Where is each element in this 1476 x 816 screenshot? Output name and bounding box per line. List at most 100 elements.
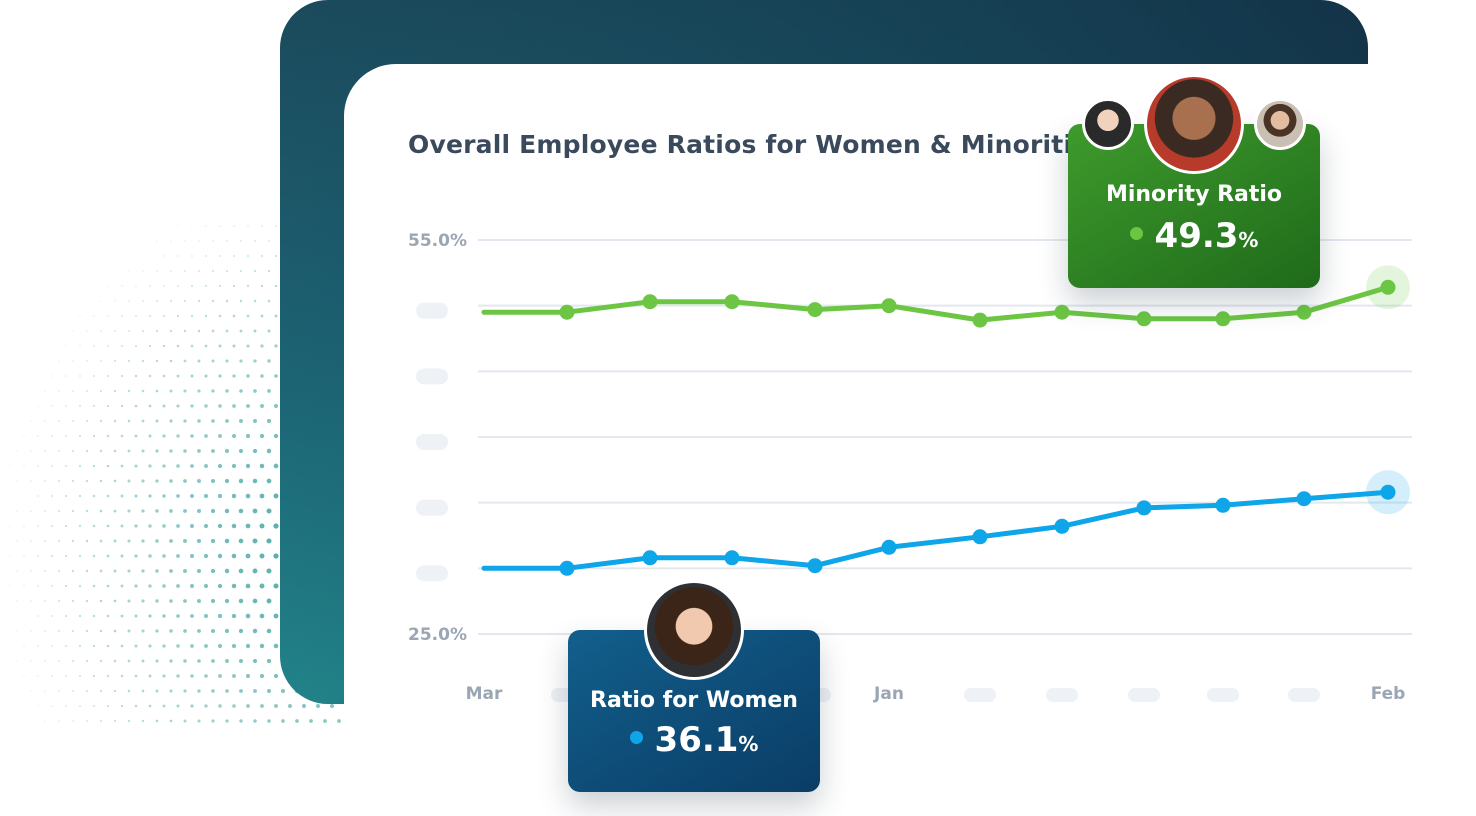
decor-dot: [232, 284, 236, 288]
data-point: [1215, 497, 1231, 513]
decor-dot: [204, 344, 208, 348]
decor-dot: [210, 508, 216, 514]
decor-dot: [71, 539, 75, 543]
decor-dot: [219, 225, 221, 227]
decor-dot: [211, 329, 215, 333]
decor-dot: [267, 299, 271, 303]
decor-dot: [204, 464, 208, 468]
decor-dot: [141, 509, 145, 513]
decor-dot: [30, 420, 32, 422]
decor-dot: [210, 538, 216, 544]
decor-dot: [65, 465, 67, 467]
decor-dot: [37, 675, 39, 677]
decor-dot: [238, 628, 244, 634]
decor-dot: [162, 704, 166, 708]
decor-dot: [266, 508, 272, 514]
decor-dot: [65, 405, 67, 407]
decor-dot: [238, 448, 244, 454]
decor-dot: [197, 419, 201, 423]
women-ratio-unit: %: [738, 732, 759, 756]
decor-dot: [100, 300, 102, 302]
decor-dot: [155, 359, 159, 363]
decor-dot: [246, 404, 250, 408]
decor-dot: [183, 509, 187, 513]
decor-dot: [225, 659, 229, 663]
decor-dot: [273, 463, 279, 469]
decor-dot: [72, 330, 74, 332]
decor-dot: [295, 719, 299, 723]
decor-dot: [85, 509, 89, 513]
decor-dot: [218, 314, 222, 318]
decor-dot: [16, 480, 18, 482]
decor-dot: [162, 554, 166, 558]
decor-dot: [148, 554, 152, 558]
decor-dot: [190, 404, 194, 408]
decor-dot: [121, 285, 123, 287]
decor-dot: [51, 705, 53, 707]
decor-dot: [107, 315, 109, 317]
decor-dot: [266, 418, 272, 424]
decor-dot: [149, 255, 151, 257]
decor-dot: [141, 389, 145, 393]
decor-dot: [106, 644, 110, 648]
decor-dot: [252, 508, 258, 514]
x-tick-placeholder: [1207, 688, 1239, 702]
decor-dot: [51, 675, 53, 677]
decor-dot: [238, 538, 244, 544]
decor-dot: [106, 674, 110, 678]
decor-dot: [238, 598, 244, 604]
decor-dot: [121, 315, 123, 317]
decor-dot: [106, 524, 110, 528]
decor-dot: [252, 568, 258, 574]
decor-dot: [210, 568, 216, 574]
decor-dot: [120, 584, 124, 588]
decor-dot: [267, 329, 271, 333]
decor-dot: [148, 374, 152, 378]
decor-dot: [197, 719, 201, 723]
decor-dot: [190, 704, 194, 708]
decor-dot: [141, 359, 145, 363]
decor-dot: [253, 419, 257, 423]
decor-dot: [141, 719, 145, 723]
decor-dot: [183, 689, 187, 693]
decor-dot: [65, 675, 67, 677]
decor-dot: [9, 585, 11, 587]
decor-dot: [184, 270, 186, 272]
decor-dot: [155, 479, 159, 483]
decor-dot: [162, 524, 166, 528]
decor-dot: [120, 464, 124, 468]
decor-dot: [183, 479, 187, 483]
decor-dot: [274, 704, 278, 708]
decor-dot: [79, 375, 81, 377]
decor-dot: [245, 523, 251, 529]
decor-dot: [51, 525, 53, 527]
decor-dot: [51, 585, 53, 587]
decor-dot: [273, 523, 279, 529]
decor-dot: [226, 240, 228, 242]
decor-dot: [197, 299, 201, 303]
decor-dot: [23, 525, 25, 527]
decor-dot: [57, 509, 61, 513]
decor-dot: [100, 330, 102, 332]
decor-dot: [246, 704, 250, 708]
decor-dot: [134, 644, 138, 648]
decor-dot: [148, 584, 152, 588]
decor-dot: [79, 405, 81, 407]
data-point: [881, 539, 897, 555]
decor-dot: [274, 284, 278, 288]
decor-dot: [183, 419, 187, 423]
decor-dot: [225, 299, 229, 303]
avatar-woman-small: [1254, 98, 1306, 150]
y-tick-label: 25.0%: [408, 625, 467, 645]
decor-dot: [204, 434, 208, 438]
data-point: [972, 529, 988, 545]
y-tick-placeholder: [416, 565, 448, 582]
decor-dot: [134, 344, 138, 348]
decor-dot: [266, 448, 272, 454]
decor-dot: [268, 240, 270, 242]
decor-dot: [127, 659, 131, 663]
decor-dot: [23, 435, 25, 437]
decor-dot: [134, 704, 138, 708]
decor-dot: [218, 644, 222, 648]
decor-dot: [85, 689, 89, 693]
